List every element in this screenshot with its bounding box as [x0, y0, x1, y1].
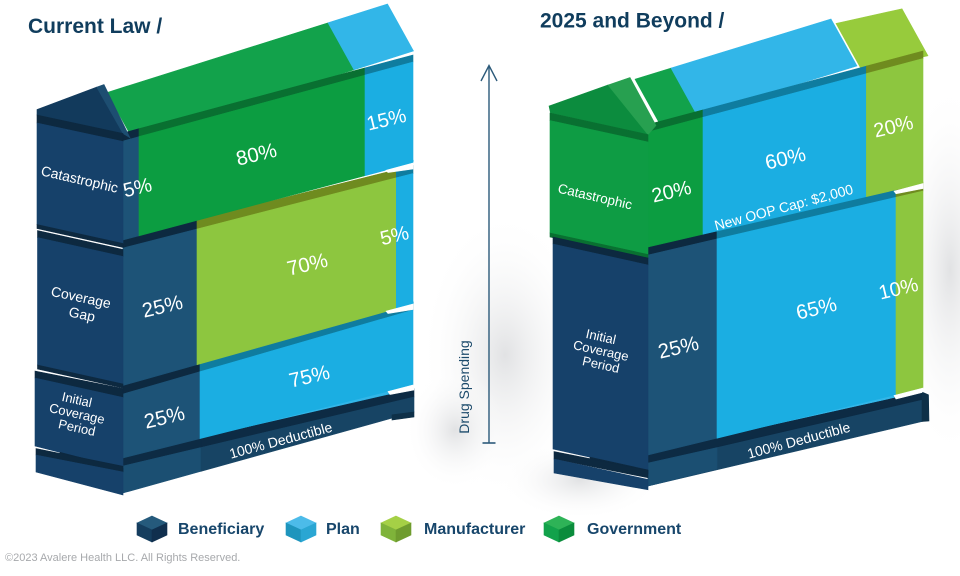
svg-text:Beneficiary: Beneficiary — [178, 521, 264, 538]
svg-text:Current Law /: Current Law / — [28, 15, 162, 38]
svg-text:©2023 Avalere Health LLC. All: ©2023 Avalere Health LLC. All Rights Res… — [5, 552, 240, 564]
svg-text:Drug Spending: Drug Spending — [456, 340, 472, 433]
svg-text:2025 and Beyond /: 2025 and Beyond / — [540, 10, 725, 33]
svg-text:Government: Government — [587, 521, 682, 538]
svg-text:Initial: Initial — [61, 389, 94, 410]
svg-text:Gap: Gap — [67, 304, 96, 325]
svg-text:Manufacturer: Manufacturer — [424, 521, 525, 538]
svg-text:Initial: Initial — [585, 326, 618, 347]
svg-text:Plan: Plan — [326, 521, 360, 538]
